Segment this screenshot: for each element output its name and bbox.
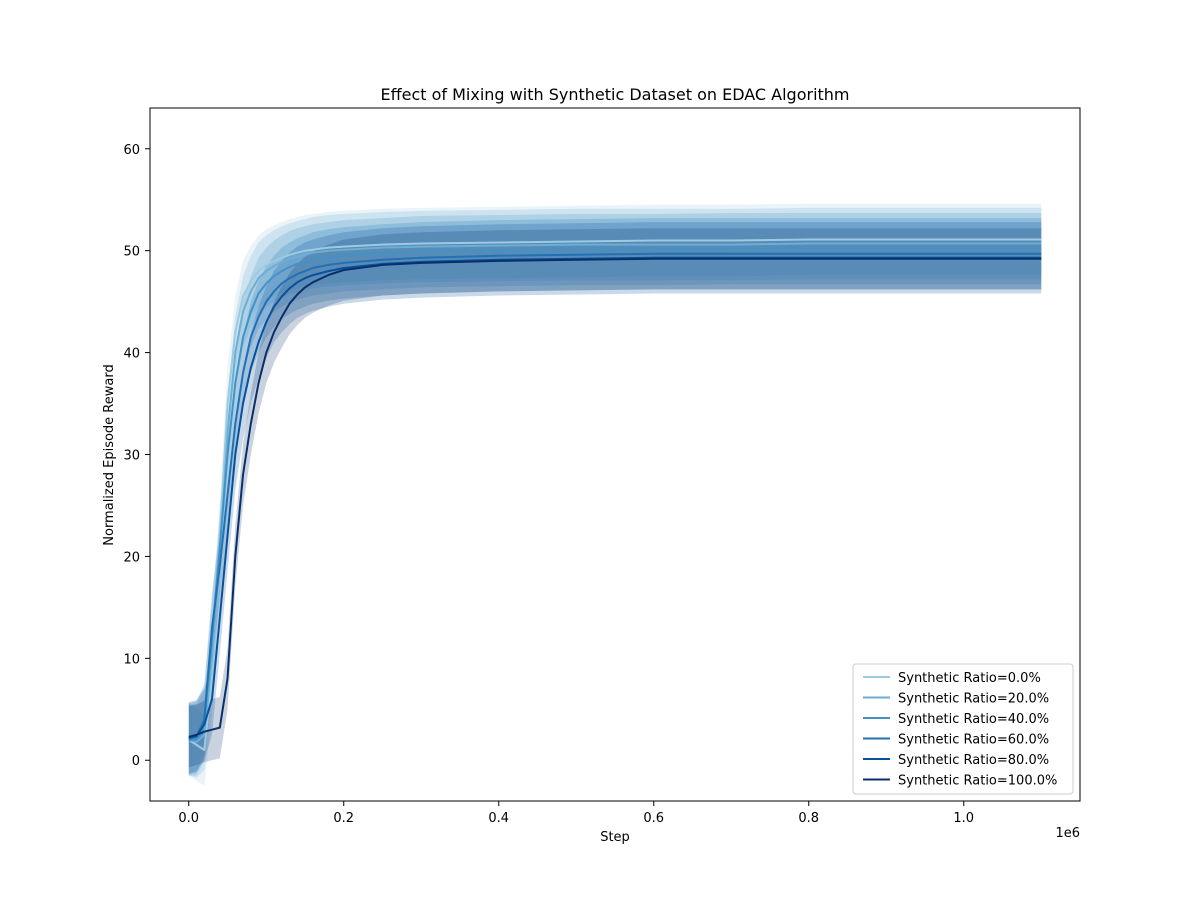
series-band-5 [188, 228, 1042, 768]
chart-title: Effect of Mixing with Synthetic Dataset … [380, 85, 849, 104]
series-band-2 [188, 213, 1042, 776]
legend-label: Synthetic Ratio=0.0% [898, 671, 1041, 686]
legend-label: Synthetic Ratio=20.0% [898, 692, 1049, 707]
legend-label: Synthetic Ratio=100.0% [898, 774, 1057, 789]
x-tick-label: 1.0 [953, 811, 974, 826]
series-line-4 [188, 256, 1042, 739]
y-axis-label: Normalized Episode Reward [102, 364, 117, 545]
x-axis-offset-label: 1e6 [1055, 826, 1080, 841]
legend-label: Synthetic Ratio=80.0% [898, 753, 1049, 768]
legend-label: Synthetic Ratio=40.0% [898, 712, 1049, 727]
y-axis-ticks: 0 10 20 30 40 50 60 [123, 143, 150, 769]
x-tick-label: 0.4 [488, 811, 509, 826]
series-lines [188, 238, 1042, 751]
x-tick-label: 0.0 [178, 811, 199, 826]
y-tick-label: 60 [123, 143, 140, 158]
series-line-0 [188, 238, 1042, 751]
x-tick-label: 0.2 [333, 811, 354, 826]
y-tick-label: 20 [123, 550, 140, 565]
series-line-5 [188, 257, 1042, 738]
x-tick-label: 0.8 [798, 811, 819, 826]
x-tick-label: 0.6 [643, 811, 664, 826]
y-tick-label: 50 [123, 245, 140, 260]
series-line-3 [188, 252, 1042, 740]
legend-box [852, 663, 1074, 795]
legend: Synthetic Ratio=0.0% Synthetic Ratio=20.0… [852, 663, 1074, 795]
series-line-2 [188, 247, 1042, 741]
x-axis-label: Step [600, 830, 630, 845]
y-tick-label: 40 [123, 347, 140, 362]
legend-label: Synthetic Ratio=60.0% [898, 733, 1049, 748]
series-band-3 [188, 218, 1042, 775]
y-tick-label: 30 [123, 449, 140, 464]
x-axis-ticks: 0.0 0.2 0.4 0.6 0.8 1.0 [178, 801, 974, 826]
y-tick-label: 0 [132, 754, 140, 769]
y-tick-label: 10 [123, 652, 140, 667]
